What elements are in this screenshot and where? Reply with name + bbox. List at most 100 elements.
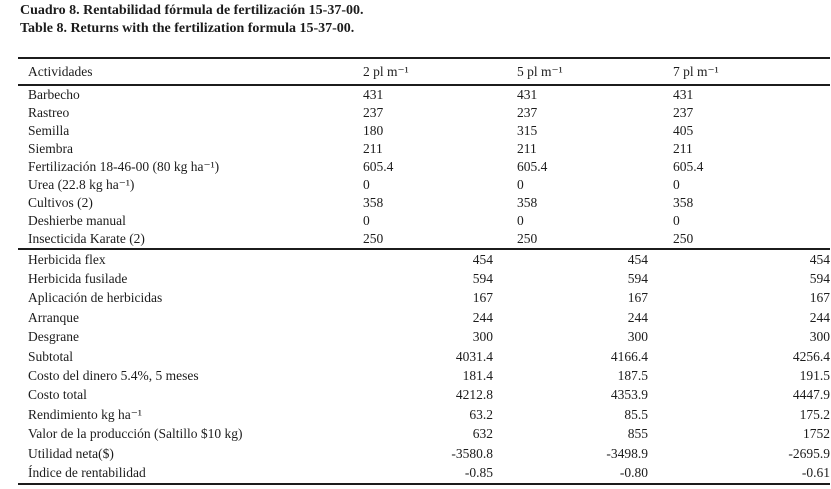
activity-label: Siembra — [28, 141, 73, 156]
returns-table: Actividades 2 pl m⁻¹ 5 pl m⁻¹ 7 pl m⁻¹ B… — [18, 57, 830, 485]
value-cell: 211 — [673, 141, 693, 156]
table-row: Rendimiento kg ha⁻¹ 63.2 85.5 175.2 — [18, 405, 830, 424]
value-cell: 0 — [673, 177, 680, 192]
value-cell: 167 — [627, 290, 648, 306]
value-cell: 454 — [627, 251, 648, 267]
header-5pl: 5 pl m⁻¹ — [517, 63, 563, 79]
value-cell: 237 — [517, 105, 538, 120]
value-cell: 431 — [363, 87, 384, 102]
caption-spanish: Cuadro 8. Rentabilidad fórmula de fertil… — [20, 3, 364, 18]
activity-label: Herbicida fusilade — [28, 271, 128, 287]
value-cell: 180 — [363, 123, 384, 138]
table-row: Fertilización 18-46-00 (80 kg ha⁻¹) 605.4… — [18, 158, 830, 176]
value-cell: 175.2 — [799, 406, 830, 422]
value-cell: 454 — [472, 251, 493, 267]
value-cell: 0 — [517, 177, 524, 192]
value-cell: 211 — [517, 141, 537, 156]
value-cell: 237 — [363, 105, 384, 120]
value-cell: 300 — [627, 329, 648, 345]
header-activities: Actividades — [28, 63, 93, 79]
activity-label: Costo total — [28, 387, 87, 403]
activity-label: Aplicación de herbicidas — [28, 290, 163, 306]
activity-label: Deshierbe manual — [28, 213, 126, 228]
value-cell: 244 — [809, 309, 830, 325]
table-section-costs-totals: Herbicida flex 454 454 454 Herbicida fusilad… — [18, 248, 830, 485]
activity-label: Rendimiento kg ha⁻¹ — [28, 406, 142, 422]
value-cell: 4212.8 — [455, 387, 493, 403]
table-row: Siembra 211 211 211 — [18, 140, 830, 158]
table-row: Arranque 244 244 244 — [18, 308, 830, 327]
activity-label: Barbecho — [28, 87, 80, 102]
activity-label: Rastreo — [28, 105, 70, 120]
table-row: Semilla 180 315 405 — [18, 122, 830, 140]
value-cell: 4166.4 — [610, 348, 648, 364]
value-cell: 237 — [673, 105, 694, 120]
value-cell: 244 — [627, 309, 648, 325]
value-cell: 594 — [809, 271, 830, 287]
value-cell: 191.5 — [799, 368, 830, 384]
value-cell: 181.4 — [462, 368, 493, 384]
value-cell: 250 — [517, 231, 538, 246]
value-cell: 300 — [809, 329, 830, 345]
table-row: Urea (22.8 kg ha⁻¹) 0 0 0 — [18, 176, 830, 194]
table-row: Aplicación de herbicidas 167 167 167 — [18, 289, 830, 308]
value-cell: 632 — [472, 426, 493, 442]
value-cell: 605.4 — [673, 159, 704, 174]
activity-label: Arranque — [28, 309, 79, 325]
activity-label: Desgrane — [28, 329, 79, 345]
table-row: Índice de rentabilidad -0.85 -0.80 -0.61 — [18, 463, 830, 482]
value-cell: 85.5 — [624, 406, 648, 422]
value-cell: 4447.9 — [792, 387, 830, 403]
activity-label: Valor de la producción (Saltillo $10 kg) — [28, 426, 243, 442]
table-row: Costo total 4212.8 4353.9 4447.9 — [18, 386, 830, 405]
value-cell: 0 — [673, 213, 680, 228]
value-cell: 167 — [472, 290, 493, 306]
value-cell: 211 — [363, 141, 383, 156]
value-cell: 358 — [517, 195, 538, 210]
header-2pl: 2 pl m⁻¹ — [363, 63, 409, 79]
table-row: Herbicida flex 454 454 454 — [18, 250, 830, 269]
table-row: Subtotal 4031.4 4166.4 4256.4 — [18, 347, 830, 366]
value-cell: 1752 — [803, 426, 830, 442]
header-7pl: 7 pl m⁻¹ — [673, 63, 719, 79]
value-cell: 0 — [517, 213, 524, 228]
table-section-costs-common: Barbecho 431 431 431 Rastreo 237 237 237 Semilla… — [18, 86, 830, 248]
value-cell: 244 — [472, 309, 493, 325]
value-cell: 431 — [517, 87, 538, 102]
value-cell: 605.4 — [517, 159, 548, 174]
table-row: Cultivos (2) 358 358 358 — [18, 194, 830, 212]
value-cell: 454 — [809, 251, 830, 267]
activity-label: Fertilización 18-46-00 (80 kg ha⁻¹) — [28, 159, 220, 174]
value-cell: 63.2 — [469, 406, 493, 422]
activity-label: Urea (22.8 kg ha⁻¹) — [28, 177, 135, 192]
activity-label: Herbicida flex — [28, 251, 106, 267]
value-cell: 4256.4 — [792, 348, 830, 364]
value-cell: 358 — [673, 195, 694, 210]
value-cell: 594 — [627, 271, 648, 287]
table-header-row: Actividades 2 pl m⁻¹ 5 pl m⁻¹ 7 pl m⁻¹ — [18, 57, 830, 86]
table-captions: Cuadro 8. Rentabilidad fórmula de fertil… — [20, 2, 821, 38]
table-row: Rastreo 237 237 237 — [18, 104, 830, 122]
table-row: Herbicida fusilade 594 594 594 — [18, 269, 830, 288]
table-row: Valor de la producción (Saltillo $10 kg)… — [18, 425, 830, 444]
value-cell: 4353.9 — [610, 387, 648, 403]
value-cell: 250 — [363, 231, 384, 246]
value-cell: 4031.4 — [455, 348, 493, 364]
value-cell: -3498.9 — [606, 445, 648, 461]
value-cell: 358 — [363, 195, 384, 210]
activity-label: Cultivos (2) — [28, 195, 93, 210]
activity-label: Índice de rentabilidad — [28, 464, 146, 480]
table-row: Insecticida Karate (2) 250 250 250 — [18, 230, 830, 248]
value-cell: 167 — [809, 290, 830, 306]
value-cell: 315 — [517, 123, 538, 138]
activity-label: Semilla — [28, 123, 70, 138]
table-row: Desgrane 300 300 300 — [18, 328, 830, 347]
value-cell: 0 — [363, 213, 370, 228]
table-row: Deshierbe manual 0 0 0 — [18, 212, 830, 230]
value-cell: 594 — [472, 271, 493, 287]
value-cell: 0 — [363, 177, 370, 192]
activity-label: Costo del dinero 5.4%, 5 meses — [28, 368, 199, 384]
value-cell: 605.4 — [363, 159, 394, 174]
value-cell: 855 — [627, 426, 648, 442]
table-row: Utilidad neta($) -3580.8 -3498.9 -2695.9 — [18, 444, 830, 463]
